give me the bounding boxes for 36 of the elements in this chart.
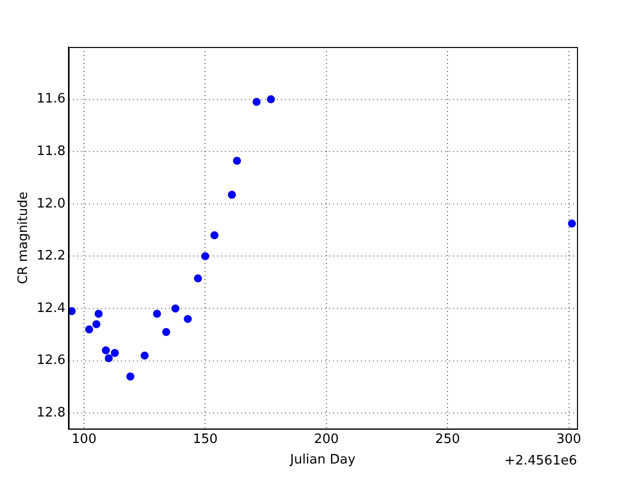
point [85, 325, 94, 334]
point [194, 274, 202, 282]
point [266, 95, 275, 104]
y-tick-label: 12.4 [36, 300, 66, 316]
x-tick-label: 100 [72, 432, 96, 447]
point [102, 346, 110, 354]
point [210, 231, 218, 240]
point [184, 314, 192, 323]
point [140, 352, 149, 360]
point [68, 307, 76, 316]
x-tick-label: 150 [192, 432, 218, 447]
y-tick-label: 12.8 [36, 405, 66, 420]
y-tick-label: 12.2 [36, 248, 66, 264]
x-tick-label: 200 [314, 432, 339, 447]
point [252, 98, 261, 106]
point [201, 252, 210, 260]
point [162, 328, 170, 336]
point [568, 220, 576, 228]
point [171, 304, 180, 313]
point [104, 354, 113, 362]
y-tick-label: 12.0 [36, 196, 66, 212]
x-axis-title: Julian Day [289, 452, 356, 468]
y-tick-label: 11.8 [36, 144, 66, 159]
point [153, 310, 162, 318]
x-tick-label: 250 [435, 432, 460, 447]
point [126, 372, 134, 380]
point [110, 348, 119, 357]
point [92, 320, 100, 328]
point [232, 156, 241, 165]
point [94, 310, 103, 318]
y-tick-label: 12.6 [36, 353, 66, 368]
point [228, 190, 236, 199]
y-tick-label: 11.6 [36, 92, 66, 107]
y-axis-title: CR magnitude [16, 192, 32, 284]
text: +2.4561e6 [504, 454, 577, 469]
x-tick-label: 300 [556, 432, 582, 447]
